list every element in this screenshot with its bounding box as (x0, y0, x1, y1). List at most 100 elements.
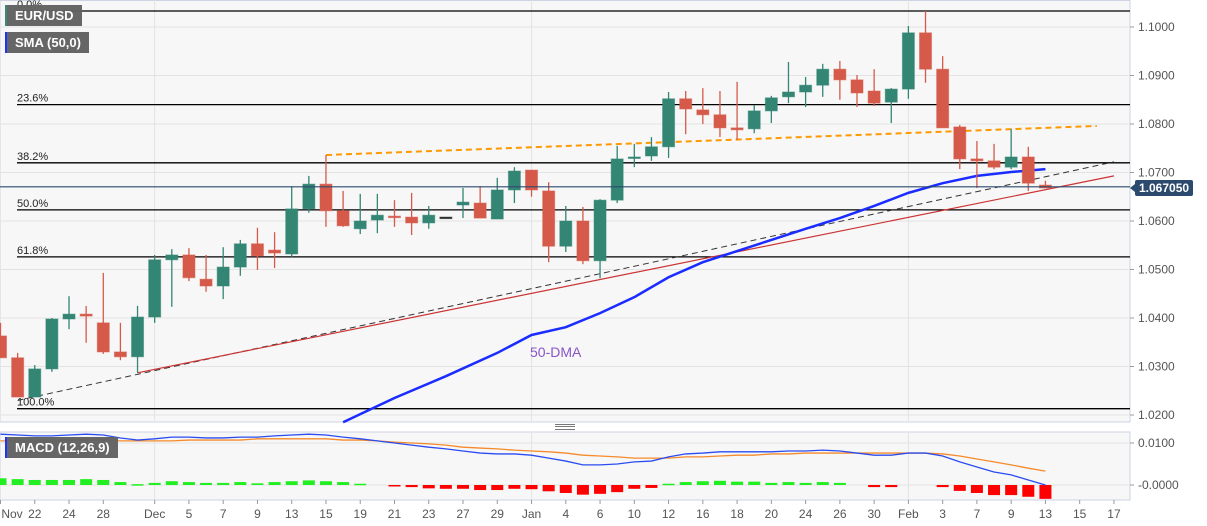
candle-body (250, 243, 264, 257)
price-tick-label: 1.0700 (1138, 166, 1175, 180)
macd-histogram-bar (782, 482, 795, 485)
panel-resize-handle[interactable] (555, 424, 575, 430)
sma-50-line (342, 167, 1046, 424)
macd-histogram-bar (679, 482, 692, 485)
macd-histogram-bar (182, 482, 195, 485)
candle-body (901, 32, 915, 90)
macd-histogram-bar (131, 484, 144, 486)
candle-body (422, 214, 436, 224)
macd-histogram-bar (868, 485, 881, 488)
candle-body (542, 190, 556, 247)
price-tick-label: 1.0300 (1138, 360, 1175, 374)
macd-tick-label: -0.0000 (1138, 478, 1179, 492)
trendline-support-dashed-black (17, 161, 1115, 401)
date-tick-label: 13 (1039, 507, 1053, 521)
candle-body (593, 199, 607, 262)
macd-histogram-bar (988, 485, 1001, 496)
candle-body (387, 215, 401, 219)
candle-body (490, 189, 504, 220)
date-tick-label: 9 (1008, 507, 1015, 521)
candle-body (79, 313, 93, 317)
macd-histogram-bar (354, 483, 367, 486)
candle-body (833, 68, 847, 81)
candle-body (884, 88, 898, 103)
macd-histogram-bar (0, 478, 7, 485)
candle-body (131, 316, 145, 358)
candle-body (970, 158, 984, 162)
candle-body (936, 68, 950, 129)
legend-symbol[interactable]: EUR/USD (5, 5, 82, 26)
date-tick-label: 9 (254, 507, 261, 521)
candle-body (439, 216, 453, 220)
candle-body (576, 220, 590, 262)
candle-body (45, 318, 59, 370)
macd-histogram-bar (936, 485, 949, 488)
date-tick-label: 19 (354, 507, 368, 521)
macd-indicator (0, 433, 1052, 499)
price-tick-label: 1.1000 (1138, 20, 1175, 34)
candle-body (696, 109, 710, 116)
macd-histogram-bar (97, 479, 110, 485)
candle-body (216, 266, 230, 287)
candle-body (627, 156, 641, 159)
date-tick-label: 4 (562, 507, 569, 521)
legend-macd[interactable]: MACD (12,26,9) (5, 437, 118, 458)
candle-body (405, 216, 419, 224)
trendline-resistance-dotted-orange (325, 124, 1097, 157)
macd-histogram-bar (474, 485, 487, 491)
candle-body (850, 79, 864, 94)
macd-histogram-bar (388, 485, 401, 487)
date-tick-label: 20 (765, 507, 779, 521)
candle-body (0, 335, 7, 359)
price-tick-label: 1.0400 (1138, 311, 1175, 325)
macd-histogram-bar (457, 485, 470, 489)
macd-histogram-bar (302, 480, 315, 485)
candle-body (662, 98, 676, 148)
candle-body (268, 249, 282, 254)
date-tick-label: Jan (522, 507, 541, 521)
date-tick-label: 27 (456, 507, 470, 521)
date-tick-label: 24 (799, 507, 813, 521)
macd-line (0, 433, 1046, 486)
date-tick-label: 15 (1073, 507, 1087, 521)
date-axis[interactable]: Nov 22 24 28 Dec 5 7 9 13 15 19 21 23 27 29 Jan 4 6 10 12 16… (0, 499, 1130, 521)
date-tick-label: 5 (186, 507, 193, 521)
candle-body (781, 91, 795, 98)
macd-histogram-bar (422, 485, 435, 489)
candle-body (867, 90, 881, 104)
candle-body (919, 32, 933, 70)
candle-body (987, 160, 1001, 168)
date-tick-label: 3 (939, 507, 946, 521)
trendline-support-solid-red (137, 175, 1115, 374)
legend-sma[interactable]: SMA (50,0) (5, 32, 89, 53)
candle-body (182, 254, 196, 279)
macd-histogram-bar (594, 485, 607, 494)
macd-histogram-bar (559, 485, 572, 493)
date-tick-label: 15 (319, 507, 333, 521)
candle-body (456, 201, 470, 206)
candle-body (730, 127, 744, 131)
date-tick-label: 7 (974, 507, 981, 521)
candle-body (233, 243, 247, 268)
candle-body (610, 158, 624, 201)
fib-label: 23.6% (17, 93, 48, 105)
candle-body (953, 126, 967, 160)
date-tick-label: 16 (696, 507, 710, 521)
candle-body (747, 110, 761, 130)
macd-histogram-bar (696, 481, 709, 485)
trendlines (17, 124, 1115, 401)
macd-tick-label: 0.0100 (1138, 436, 1175, 450)
macd-histogram-bar (200, 482, 213, 485)
fib-label: 38.2% (17, 151, 48, 163)
macd-histogram-bar (576, 485, 589, 495)
candle-body (1021, 156, 1035, 184)
date-tick-label: 24 (62, 507, 76, 521)
date-tick-label: 13 (285, 507, 299, 521)
date-tick-label: 23 (422, 507, 436, 521)
macd-histogram-bar (970, 485, 983, 493)
candle-body (525, 169, 539, 191)
price-axis[interactable]: 1.1000 1.0900 1.0800 1.0700 1.0600 1.0500 1.04… (1130, 20, 1179, 492)
candle-body (28, 368, 42, 398)
macd-histogram-bar (1005, 485, 1018, 496)
